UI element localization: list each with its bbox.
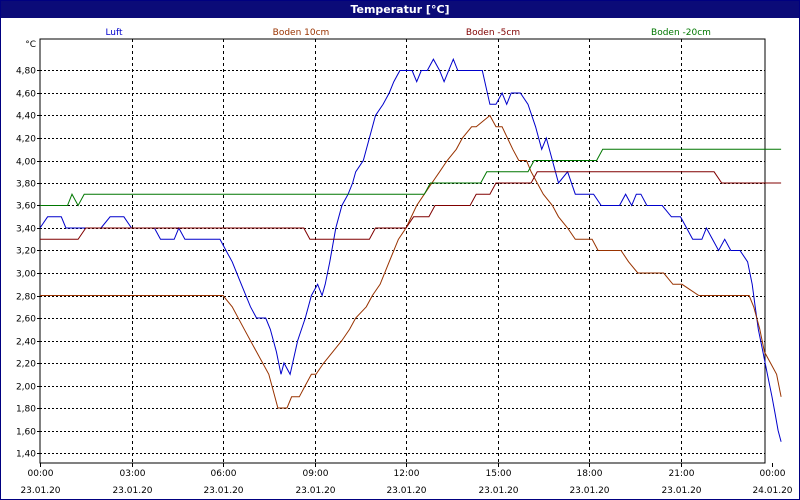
y-tick-label: 4,00 xyxy=(16,158,36,168)
legend-entry-3: Boden -20cm xyxy=(651,28,711,38)
series-line-1 xyxy=(40,114,782,409)
x-tick-label-time: 03:00 xyxy=(120,469,146,479)
x-tick-label-date: 23.01.20 xyxy=(203,486,243,496)
series-line-0 xyxy=(39,57,782,442)
y-tick-label: 2,60 xyxy=(16,315,36,325)
y-tick-label: 1,80 xyxy=(16,405,36,415)
y-tick-label: 2,80 xyxy=(16,293,36,303)
x-tick-label-date: 23.01.20 xyxy=(386,486,426,496)
x-tick-label-date: 23.01.20 xyxy=(295,486,335,496)
legend-entry-1: Boden 10cm xyxy=(273,28,330,38)
chart-title: Temperatur [°C] xyxy=(1,1,799,18)
y-tick-label: 1,40 xyxy=(16,450,36,460)
x-tick-label-time: 06:00 xyxy=(211,469,237,479)
legend-entry-0: Luft xyxy=(105,28,123,38)
x-tick-label-time: 21:00 xyxy=(669,469,695,479)
y-tick-label: 3,80 xyxy=(16,180,36,190)
y-tick-label: 2,00 xyxy=(16,383,36,393)
x-tick-label-time: 00:00 xyxy=(760,469,786,479)
x-tick-label-date: 23.01.20 xyxy=(478,486,518,496)
x-tick-label-date: 24.01.20 xyxy=(752,486,792,496)
y-axis-label: °C xyxy=(25,40,36,50)
x-tick-label-time: 09:00 xyxy=(303,469,329,479)
x-tick-label-time: 15:00 xyxy=(486,469,512,479)
x-tick-label-date: 23.01.20 xyxy=(20,486,60,496)
x-tick-label-time: 12:00 xyxy=(394,469,420,479)
y-tick-label: 4,80 xyxy=(16,67,36,77)
x-tick-label-time: 18:00 xyxy=(577,469,603,479)
y-tick-label: 3,60 xyxy=(16,202,36,212)
y-tick-label: 4,60 xyxy=(16,90,36,100)
y-tick-label: 2,20 xyxy=(16,360,36,370)
y-tick-label: 3,20 xyxy=(16,247,36,257)
y-tick-label: 2,40 xyxy=(16,338,36,348)
y-tick-label: 3,40 xyxy=(16,225,36,235)
x-tick-label-date: 23.01.20 xyxy=(112,486,152,496)
legend-entry-2: Boden -5cm xyxy=(466,28,520,38)
y-tick-label: 1,60 xyxy=(16,428,36,438)
y-tick-label: 3,00 xyxy=(16,270,36,280)
series-line-2 xyxy=(40,171,782,240)
x-tick-label-time: 00:00 xyxy=(28,469,54,479)
x-tick-label-date: 23.01.20 xyxy=(661,486,701,496)
y-tick-label: 4,40 xyxy=(16,112,36,122)
x-tick-label-date: 23.01.20 xyxy=(569,486,609,496)
y-tick-label: 4,20 xyxy=(16,135,36,145)
series-line-3 xyxy=(40,148,782,207)
